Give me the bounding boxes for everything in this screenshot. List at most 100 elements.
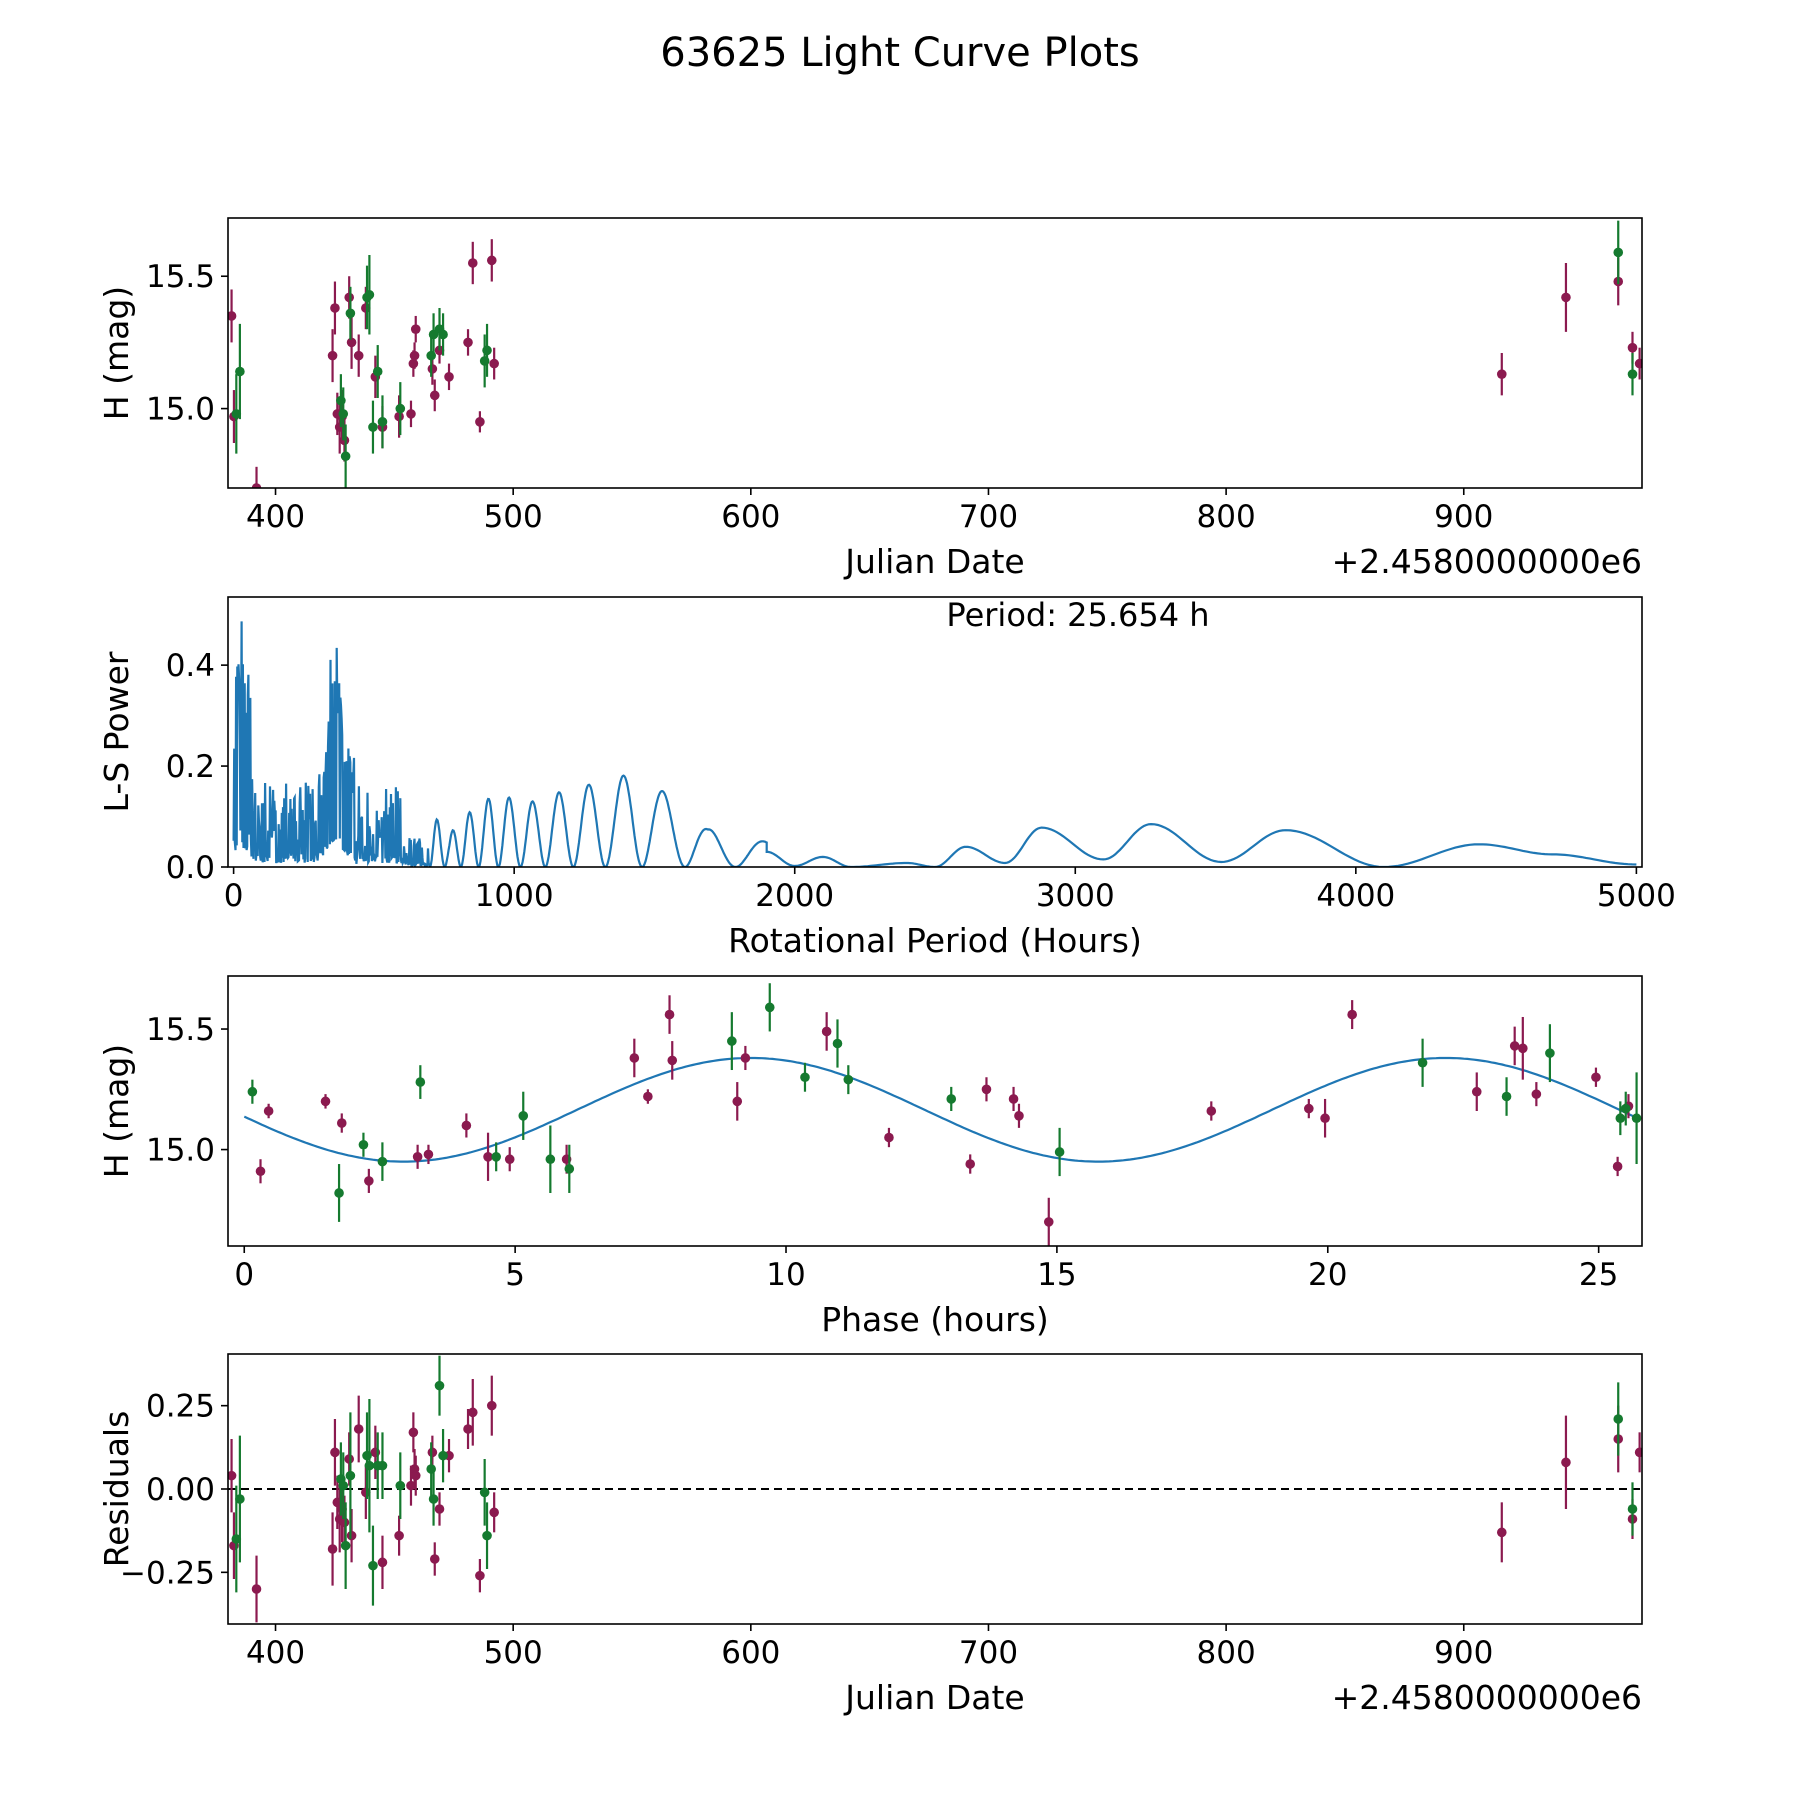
- data-point-r: [406, 1480, 416, 1491]
- x-tick-label: 2000: [755, 878, 834, 914]
- data-point-r: [410, 324, 421, 334]
- data-point-g: [426, 1464, 436, 1474]
- data-point-g: [231, 1534, 242, 1544]
- data-point-g: [1613, 247, 1624, 258]
- data-point-r: [1347, 1009, 1357, 1020]
- data-point-r: [434, 1504, 445, 1514]
- data-point-r: [1531, 1089, 1542, 1099]
- data-point-r: [346, 337, 357, 348]
- data-point-r: [821, 1026, 832, 1037]
- data-point-g: [1627, 1504, 1638, 1514]
- data-point-r: [664, 1009, 675, 1020]
- data-point-r: [330, 1447, 340, 1458]
- data-point-g: [231, 409, 242, 419]
- x-tick-label: 700: [959, 1635, 1018, 1671]
- data-point-r: [467, 258, 478, 268]
- x-tick-label: 1000: [475, 878, 554, 914]
- data-point-r: [353, 350, 364, 361]
- y-axis-label: L-S Power: [97, 651, 136, 812]
- data-point-r: [346, 1530, 357, 1541]
- chart-periodogram: Period: 25.654 h 0 1000 2000 3000 4000 5000 0.0…: [97, 596, 1676, 960]
- y-axis-label: H (mag): [97, 1044, 136, 1178]
- data-point-r: [732, 1096, 743, 1107]
- x-tick-label: 700: [959, 499, 1018, 535]
- x-tick-label: 400: [246, 1635, 305, 1671]
- data-point-r: [228, 1470, 237, 1481]
- plot-area-periodogram: [232, 621, 1637, 867]
- data-point-r: [467, 1407, 478, 1418]
- data-point-g: [434, 1380, 445, 1391]
- data-point-g: [368, 422, 378, 432]
- data-point-r: [228, 311, 237, 321]
- y-tick-label: 15.5: [146, 1012, 215, 1048]
- data-point-r: [412, 1152, 423, 1162]
- data-point-r: [263, 1106, 274, 1116]
- data-point-g: [334, 1188, 344, 1198]
- data-point-r: [1496, 369, 1507, 379]
- y-tick-label: 15.0: [146, 392, 215, 428]
- data-point-g: [395, 403, 406, 414]
- y-tick-label: 15.0: [146, 1133, 215, 1169]
- data-point-g: [1615, 1113, 1626, 1124]
- data-point-r: [504, 1154, 515, 1165]
- chart-phased: 0 5 10 15 20 25 15.0 15.5 Phase (hours) H (mag): [97, 975, 1643, 1339]
- data-point-g: [1417, 1057, 1428, 1068]
- data-point-r: [394, 411, 404, 422]
- data-point-r: [1509, 1041, 1520, 1051]
- x-tick-label: 800: [1197, 1635, 1256, 1671]
- x-tick-label: 800: [1197, 499, 1256, 535]
- sinusoid-fit-line: [243, 1056, 1635, 1163]
- axes-frame: [227, 975, 1643, 1247]
- data-point-r: [408, 1427, 419, 1438]
- x-tick-label: 900: [1434, 499, 1493, 535]
- data-point-g: [358, 1139, 369, 1150]
- plot-area-lightcurve: [228, 220, 1642, 488]
- data-point-g: [482, 1530, 492, 1541]
- data-point-r: [1043, 1217, 1054, 1227]
- data-point-g: [372, 366, 383, 377]
- data-point-r: [330, 303, 340, 313]
- y-tick-label: 0.4: [166, 648, 215, 684]
- x-axis-label: Phase (hours): [821, 1300, 1049, 1339]
- data-point-r: [410, 1470, 421, 1481]
- data-point-g: [1501, 1091, 1512, 1102]
- data-point-r: [740, 1053, 751, 1063]
- data-point-g: [338, 409, 349, 419]
- data-point-r: [361, 303, 371, 313]
- x-offset-label: +2.4580000000e6: [1332, 1678, 1642, 1717]
- data-point-g: [482, 345, 492, 356]
- data-point-g: [247, 1086, 258, 1097]
- data-point-r: [1518, 1043, 1528, 1054]
- y-tick-label: 15.5: [146, 259, 215, 295]
- data-point-g: [1545, 1048, 1555, 1058]
- data-point-r: [1612, 1161, 1623, 1172]
- data-point-r: [489, 1507, 499, 1518]
- y-tick-label: 0.0: [166, 850, 215, 886]
- chart-residuals: 400 500 600 700 800 900 0.25 0.00 −0.25 Julian Da…: [97, 1353, 1643, 1717]
- data-point-r: [1471, 1086, 1482, 1097]
- data-point-g: [428, 1494, 439, 1504]
- data-point-g: [491, 1152, 501, 1162]
- data-point-r: [327, 1544, 338, 1554]
- x-axis-label: Rotational Period (Hours): [728, 921, 1142, 960]
- data-point-g: [345, 1470, 356, 1481]
- data-point-g: [377, 1156, 388, 1167]
- y-axis-label: Residuals: [97, 1411, 136, 1568]
- data-point-g: [368, 1560, 378, 1571]
- x-tick-label: 4000: [1316, 878, 1395, 914]
- data-point-r: [423, 1149, 434, 1160]
- data-point-g: [727, 1036, 737, 1046]
- x-tick-label: 10: [766, 1257, 805, 1293]
- data-point-r: [344, 292, 355, 303]
- data-point-r: [884, 1132, 894, 1143]
- data-point-r: [427, 1447, 438, 1458]
- data-point-r: [1634, 358, 1642, 369]
- data-point-r: [339, 1517, 350, 1528]
- x-tick-label: 400: [246, 499, 305, 535]
- data-point-g: [764, 1002, 775, 1013]
- data-point-r: [1014, 1111, 1024, 1121]
- x-tick-label: 600: [721, 1635, 780, 1671]
- x-tick-label: 600: [721, 499, 780, 535]
- figure-title: 63625 Light Curve Plots: [660, 30, 1139, 76]
- data-point-r: [486, 1400, 497, 1411]
